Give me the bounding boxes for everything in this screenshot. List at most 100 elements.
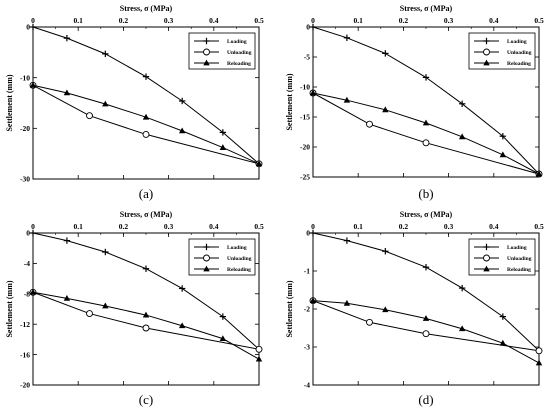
x-tick-label: 0.1 xyxy=(74,16,84,25)
circle-marker xyxy=(366,318,373,326)
triangle-marker xyxy=(382,306,389,313)
plus-marker xyxy=(499,313,507,320)
x-tick-label: 0.5 xyxy=(534,16,544,25)
series-line xyxy=(32,84,260,165)
chart-panel: 0 0.1 0.2 0.3 0.4 0.5 0 -10 -20 -30 Stress, σ (MPa… xyxy=(5,4,264,201)
plus-marker xyxy=(382,50,389,57)
plus-marker xyxy=(422,74,430,81)
x-tick-label: 0.3 xyxy=(444,222,454,231)
chart-panel: 0 0.1 0.2 0.3 0.4 0.5 0 -5 -10 -15 -20 -25 Stress, σ… xyxy=(285,4,544,201)
triangle-marker xyxy=(343,299,351,306)
legend-triangle-marker xyxy=(483,59,490,66)
series-reloading xyxy=(309,89,543,177)
triangle-marker xyxy=(458,325,466,332)
legend-item: Loading xyxy=(474,243,527,251)
y-axis-title: Settlement (mm) xyxy=(5,280,14,337)
legend-label: Loading xyxy=(227,245,247,251)
legend-label: Loading xyxy=(507,39,527,45)
plus-marker xyxy=(29,23,37,31)
y-axis-title: Settlement (mm) xyxy=(285,73,294,130)
legend: Loading Unloading Reloading xyxy=(468,238,536,276)
legend-triangle-marker xyxy=(483,265,490,272)
legend-plus-marker xyxy=(203,243,210,251)
x-tick-label: 0.2 xyxy=(119,16,129,25)
triangle-marker xyxy=(219,335,227,342)
triangle-marker xyxy=(142,113,150,120)
legend-circle-marker xyxy=(483,254,490,262)
circle-marker xyxy=(255,345,263,353)
plus-marker xyxy=(458,284,466,292)
plus-marker xyxy=(63,237,71,244)
circle-marker xyxy=(422,139,430,147)
plus-marker xyxy=(63,34,71,42)
legend-label: Reloading xyxy=(507,61,531,67)
x-tick-label: 0 xyxy=(31,222,35,231)
y-tick-label: 0 xyxy=(306,23,310,32)
y-tick-label: -8 xyxy=(24,290,30,299)
x-tick-label: 0.3 xyxy=(164,222,174,231)
y-tick-label: -30 xyxy=(20,175,30,184)
x-tick-label: 0.1 xyxy=(74,222,84,231)
legend-item: Unloading xyxy=(474,254,532,262)
y-tick-label: -16 xyxy=(20,350,30,359)
series-reloading xyxy=(29,288,263,362)
plus-marker xyxy=(382,248,389,255)
legend-item: Loading xyxy=(194,243,247,251)
x-tick-label: 0.5 xyxy=(534,222,544,231)
legend-plus-marker xyxy=(483,37,490,45)
plus-marker xyxy=(309,23,317,31)
circle-marker xyxy=(86,310,93,318)
triangle-marker xyxy=(219,144,227,150)
legend: Loading Unloading Reloading xyxy=(468,32,536,70)
y-axis-title: Settlement (mm) xyxy=(285,280,294,337)
legend-circle-marker xyxy=(483,48,490,56)
triangle-marker xyxy=(29,81,37,88)
plus-marker xyxy=(142,73,150,80)
circle-marker xyxy=(142,324,150,332)
y-tick-label: -25 xyxy=(300,173,310,182)
series-unloading xyxy=(309,89,543,178)
legend-item: Reloading xyxy=(474,265,531,273)
x-tick-label: 0.2 xyxy=(399,16,409,25)
legend-plus-marker xyxy=(483,243,490,251)
plus-marker xyxy=(458,100,466,107)
y-tick-label: -10 xyxy=(20,73,30,82)
y-tick-label: 0 xyxy=(306,229,310,238)
legend-label: Unloading xyxy=(507,256,532,262)
y-tick-label: 0 xyxy=(26,229,30,238)
plus-marker xyxy=(422,264,430,271)
y-tick-label: -1 xyxy=(304,267,310,276)
triangle-marker xyxy=(535,359,543,366)
plus-marker xyxy=(219,313,227,320)
legend-item: Reloading xyxy=(474,59,531,67)
x-tick-label: 0.4 xyxy=(209,16,219,25)
series-line xyxy=(312,92,540,175)
series-loading xyxy=(29,229,263,353)
triangle-marker xyxy=(343,96,351,103)
triangle-marker xyxy=(29,288,37,295)
legend-item: Loading xyxy=(194,37,247,45)
legend-item: Reloading xyxy=(194,59,251,67)
triangle-marker xyxy=(178,127,186,134)
legend-label: Loading xyxy=(507,245,527,251)
legend-label: Reloading xyxy=(227,61,251,67)
plus-marker xyxy=(102,248,109,256)
legend-label: Reloading xyxy=(227,267,251,273)
panel-label: (d) xyxy=(418,392,433,407)
y-axis-title: Settlement (mm) xyxy=(5,74,14,131)
triangle-marker xyxy=(499,151,507,158)
series-line xyxy=(312,300,540,352)
plus-marker xyxy=(499,133,507,140)
x-tick-label: 0.4 xyxy=(489,222,499,231)
x-axis-title: Stress, σ (MPa) xyxy=(120,4,173,13)
triangle-marker xyxy=(309,89,317,96)
legend-label: Reloading xyxy=(507,267,531,273)
y-tick-label: -10 xyxy=(300,83,310,92)
triangle-marker xyxy=(63,294,71,301)
triangle-marker xyxy=(422,315,430,321)
legend-plus-marker xyxy=(203,37,210,45)
legend-triangle-marker xyxy=(203,265,210,272)
legend-label: Unloading xyxy=(507,50,532,56)
y-tick-label: -20 xyxy=(20,124,30,133)
